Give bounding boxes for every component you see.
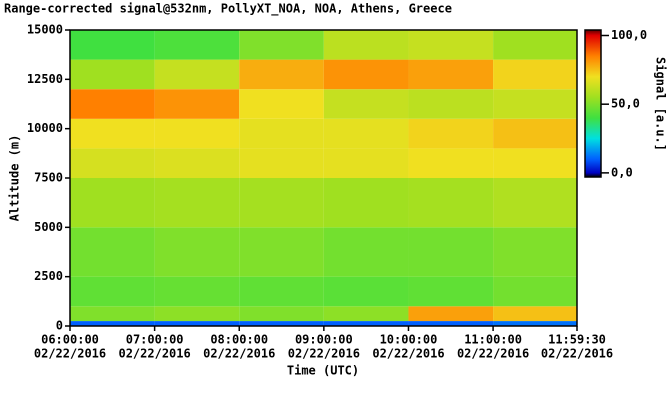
heatmap-cell bbox=[239, 321, 324, 326]
heatmap-cell bbox=[154, 321, 240, 326]
x-tick-date: 02/22/2016 bbox=[288, 347, 360, 361]
heatmap-cell bbox=[239, 89, 324, 119]
heatmap-cell bbox=[323, 148, 409, 178]
heatmap-cell bbox=[493, 321, 577, 326]
heatmap-cell bbox=[154, 59, 240, 90]
heatmap-cell bbox=[323, 118, 409, 149]
heatmap-cell bbox=[408, 227, 494, 277]
heatmap-cell bbox=[493, 30, 577, 60]
heatmap-cell bbox=[323, 276, 409, 307]
heatmap-cell bbox=[408, 89, 494, 119]
heatmap-cell bbox=[239, 148, 324, 178]
x-tick-date: 02/22/2016 bbox=[203, 347, 275, 361]
heatmap-cell bbox=[493, 178, 577, 228]
heatmap-cell bbox=[154, 306, 240, 322]
heatmap-cell bbox=[408, 118, 494, 149]
heatmap-cell bbox=[323, 178, 409, 228]
heatmap-cell bbox=[323, 59, 409, 90]
heatmap-cell bbox=[70, 30, 155, 60]
x-axis-label: Time (UTC) bbox=[287, 364, 359, 378]
x-tick-date: 02/22/2016 bbox=[118, 347, 190, 361]
heatmap-cell bbox=[70, 118, 155, 149]
heatmap-cell bbox=[239, 178, 324, 228]
heatmap-cell bbox=[408, 276, 494, 307]
heatmap-cell bbox=[70, 306, 155, 322]
heatmap-cell bbox=[239, 118, 324, 149]
heatmap-cell bbox=[70, 227, 155, 277]
heatmap-cell bbox=[408, 30, 494, 60]
x-tick-label: 10:00:00 bbox=[380, 333, 438, 347]
heatmap-cell bbox=[154, 118, 240, 149]
x-tick-date: 02/22/2016 bbox=[541, 347, 613, 361]
heatmap-cell bbox=[323, 227, 409, 277]
heatmap-cell bbox=[154, 89, 240, 119]
heatmap-cell bbox=[323, 321, 409, 326]
y-tick-label: 2500 bbox=[34, 269, 63, 283]
y-tick-label: 12500 bbox=[27, 72, 63, 86]
y-axis-label: Altitude (m) bbox=[8, 135, 22, 222]
x-tick-label: 09:00:00 bbox=[295, 333, 353, 347]
heatmap-cell bbox=[154, 276, 240, 307]
heatmap-cell bbox=[239, 227, 324, 277]
heatmap-cell bbox=[70, 321, 155, 326]
x-tick-label: 08:00:00 bbox=[210, 333, 268, 347]
colorbar-tick-label: 0,0 bbox=[611, 165, 633, 179]
x-tick-date: 02/22/2016 bbox=[34, 347, 106, 361]
heatmap-cell bbox=[323, 306, 409, 322]
heatmap-cell bbox=[408, 306, 494, 322]
x-tick-label: 11:00:00 bbox=[464, 333, 522, 347]
colorbar-label: Signal [a.u.] bbox=[654, 57, 668, 151]
heatmap-cell bbox=[493, 148, 577, 178]
colorbar bbox=[584, 29, 602, 178]
heatmap-cell bbox=[323, 89, 409, 119]
y-tick-label: 0 bbox=[56, 319, 63, 333]
y-tick-label: 15000 bbox=[27, 23, 63, 37]
heatmap-cell bbox=[70, 148, 155, 178]
chart-title: Range-corrected signal@532nm, PollyXT_NO… bbox=[4, 2, 452, 17]
heatmap-cell bbox=[154, 148, 240, 178]
heatmap-cell bbox=[493, 276, 577, 307]
heatmap-cell bbox=[239, 59, 324, 90]
heatmap-cell bbox=[239, 306, 324, 322]
x-tick-label: 11:59:30 bbox=[548, 333, 606, 347]
heatmap-cell bbox=[493, 227, 577, 277]
heatmap-cell bbox=[408, 148, 494, 178]
heatmap-cell bbox=[493, 59, 577, 90]
x-tick-date: 02/22/2016 bbox=[457, 347, 529, 361]
heatmap-cell bbox=[323, 30, 409, 60]
heatmap-cell bbox=[493, 306, 577, 322]
y-tick-label: 5000 bbox=[34, 220, 63, 234]
x-tick-label: 07:00:00 bbox=[126, 333, 184, 347]
heatmap-cell bbox=[154, 178, 240, 228]
heatmap-cell bbox=[408, 178, 494, 228]
heatmap-cell bbox=[239, 30, 324, 60]
heatmap-cell bbox=[408, 59, 494, 90]
y-tick-label: 10000 bbox=[27, 121, 63, 135]
heatmap-cell bbox=[408, 321, 494, 326]
heatmap-cell bbox=[239, 276, 324, 307]
x-tick-label: 06:00:00 bbox=[41, 333, 99, 347]
colorbar-tick-label: 100,0 bbox=[611, 28, 647, 42]
heatmap-cell bbox=[493, 118, 577, 149]
heatmap-cell bbox=[70, 59, 155, 90]
heatmap-cell bbox=[493, 89, 577, 119]
heatmap-cell bbox=[70, 89, 155, 119]
heatmap-cell bbox=[154, 227, 240, 277]
x-tick-date: 02/22/2016 bbox=[372, 347, 444, 361]
colorbar-tick-label: 50,0 bbox=[611, 97, 640, 111]
heatmap-cell bbox=[154, 30, 240, 60]
y-tick-label: 7500 bbox=[34, 171, 63, 185]
heatmap-cell bbox=[70, 276, 155, 307]
heatmap-cell bbox=[70, 178, 155, 228]
